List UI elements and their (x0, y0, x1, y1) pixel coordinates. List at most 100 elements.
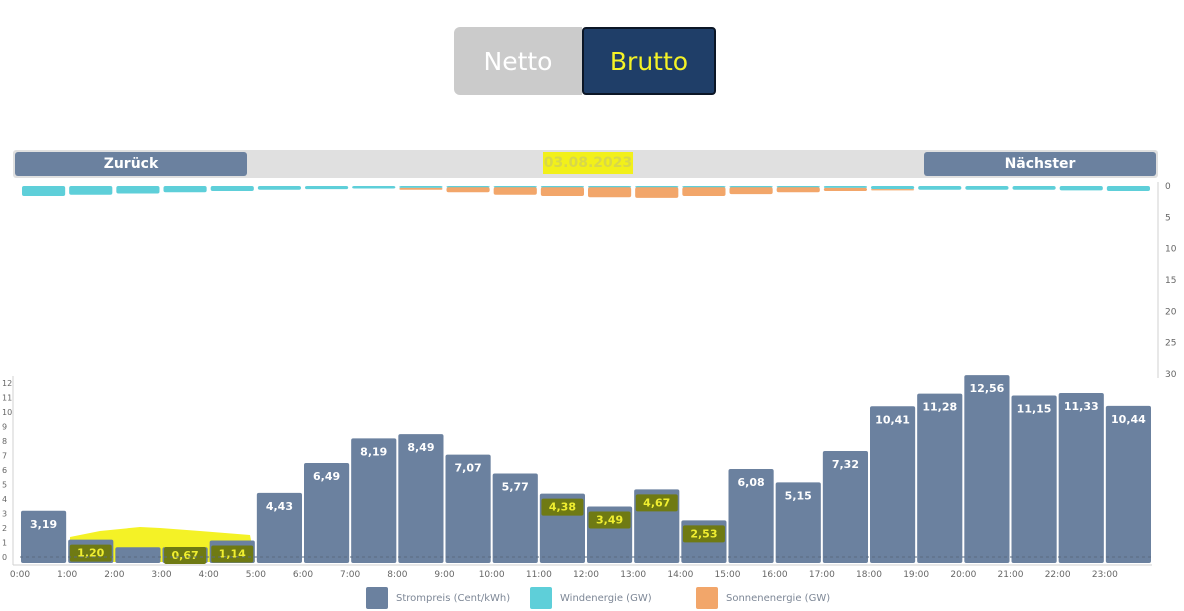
price-bar-19 (917, 393, 963, 563)
wind-bar-6 (305, 186, 349, 190)
wind-bar-23 (1106, 186, 1150, 192)
legend-label-solar: Sonnenenergie (GW) (726, 592, 831, 604)
price-bar-20 (964, 375, 1010, 563)
legend-swatch-solar (696, 587, 718, 609)
price-bar-5 (256, 492, 302, 563)
energy-y-tick-10: 10 (1165, 245, 1177, 255)
legend-item-wind[interactable]: Windenergie (GW) (530, 586, 652, 610)
wind-bar-22 (1059, 186, 1103, 191)
wind-bar-16 (776, 186, 820, 188)
wind-bar-7 (352, 186, 396, 189)
wind-bar-14 (682, 186, 726, 188)
price-x-tick-6: 6:00 (293, 570, 313, 580)
energy-y-tick-15: 15 (1165, 276, 1176, 286)
wind-bar-11 (540, 186, 584, 188)
solar-bar-9 (446, 187, 490, 193)
price-x-tick-1: 1:00 (57, 570, 77, 580)
price-x-tick-9: 9:00 (434, 570, 454, 580)
price-label-11: 4,38 (549, 501, 576, 514)
wind-bar-0 (22, 186, 66, 197)
wind-bar-12 (588, 186, 632, 188)
price-x-tick-23: 23:00 (1092, 570, 1118, 580)
chart-legend: Strompreis (Cent/kWh) Windenergie (GW) S… (366, 586, 846, 610)
price-label-7: 8,19 (360, 445, 387, 458)
wind-bar-13 (635, 186, 679, 188)
solar-bar-13 (635, 187, 679, 198)
price-label-22: 11,33 (1064, 400, 1099, 413)
price-x-tick-8: 8:00 (387, 570, 407, 580)
price-label-8: 8,49 (407, 441, 434, 454)
wind-bar-2 (116, 186, 160, 194)
price-y-tick-7: 7 (2, 452, 7, 461)
wind-bar-18 (871, 186, 915, 190)
price-y-tick-8: 8 (2, 437, 7, 446)
price-bar-2 (115, 547, 161, 563)
price-x-tick-7: 7:00 (340, 570, 360, 580)
legend-item-solar[interactable]: Sonnenenergie (GW) (696, 586, 830, 610)
price-bar-10 (492, 473, 538, 563)
energy-generation-chart: 0 5 10 15 20 25 30 (22, 182, 1177, 380)
price-label-12: 3,49 (596, 513, 623, 526)
price-label-highlight-11 (541, 498, 584, 516)
wind-bar-9 (446, 186, 490, 188)
wind-bar-5 (257, 186, 301, 190)
energy-y-tick-0: 0 (1165, 182, 1171, 192)
price-label-14: 2,53 (690, 527, 717, 540)
price-label-15: 6,08 (738, 476, 765, 489)
price-bar-6 (304, 463, 350, 563)
price-label-1: 1,20 (77, 547, 104, 560)
previous-day-button[interactable]: Zurück (15, 152, 247, 176)
price-y-tick-10: 10 (2, 408, 12, 417)
wind-bar-20 (965, 186, 1009, 190)
price-y-tick-0: 0 (2, 553, 7, 562)
price-x-tick-5: 5:00 (246, 570, 266, 580)
price-x-tick-19: 19:00 (903, 570, 929, 580)
next-day-button[interactable]: Nächster (924, 152, 1156, 176)
price-x-tick-14: 14:00 (667, 570, 693, 580)
price-x-tick-17: 17:00 (809, 570, 835, 580)
price-label-highlight-12 (588, 511, 631, 529)
energy-y-tick-25: 25 (1165, 339, 1176, 349)
date-navigation: Zurück 03.08.2023 Nächster (13, 150, 1158, 178)
price-bar-22 (1058, 392, 1104, 563)
price-bar-0 (21, 510, 67, 563)
solar-bar-12 (588, 187, 632, 198)
price-label-20: 12,56 (970, 382, 1005, 395)
energy-y-tick-30: 30 (1165, 370, 1177, 380)
price-y-tick-6: 6 (2, 466, 7, 475)
price-label-5: 4,43 (266, 500, 293, 513)
price-label-highlight-3 (164, 547, 207, 564)
price-label-23: 10,44 (1111, 413, 1146, 426)
price-y-tick-9: 9 (2, 423, 7, 432)
brutto-button[interactable]: Brutto (582, 27, 716, 95)
price-label-17: 7,32 (832, 458, 859, 471)
price-label-9: 7,07 (455, 462, 482, 475)
price-bar-21 (1011, 395, 1057, 563)
netto-button[interactable]: Netto (454, 27, 582, 95)
solar-bar-10 (493, 187, 537, 195)
solar-bar-18 (871, 189, 915, 191)
price-x-tick-21: 21:00 (998, 570, 1024, 580)
price-label-4: 1,14 (219, 547, 246, 560)
solar-bar-16 (776, 187, 820, 193)
legend-item-price[interactable]: Strompreis (Cent/kWh) (366, 586, 510, 610)
legend-swatch-wind (530, 587, 552, 609)
price-x-tick-2: 2:00 (104, 570, 124, 580)
wind-bar-4 (210, 186, 254, 192)
price-label-3: 0,67 (172, 549, 199, 562)
price-x-tick-12: 12:00 (573, 570, 599, 580)
price-y-tick-2: 2 (2, 524, 7, 533)
wind-bar-17 (823, 186, 867, 188)
price-x-tick-10: 10:00 (479, 570, 505, 580)
price-x-tick-13: 13:00 (620, 570, 646, 580)
price-x-tick-18: 18:00 (856, 570, 882, 580)
price-y-tick-1: 1 (2, 539, 7, 548)
price-x-tick-20: 20:00 (950, 570, 976, 580)
price-y-tick-3: 3 (2, 510, 7, 519)
energy-y-tick-20: 20 (1165, 307, 1177, 317)
solar-bar-8 (399, 187, 443, 190)
price-x-tick-16: 16:00 (762, 570, 788, 580)
legend-swatch-price (366, 587, 388, 609)
price-bar-23 (1105, 405, 1151, 563)
